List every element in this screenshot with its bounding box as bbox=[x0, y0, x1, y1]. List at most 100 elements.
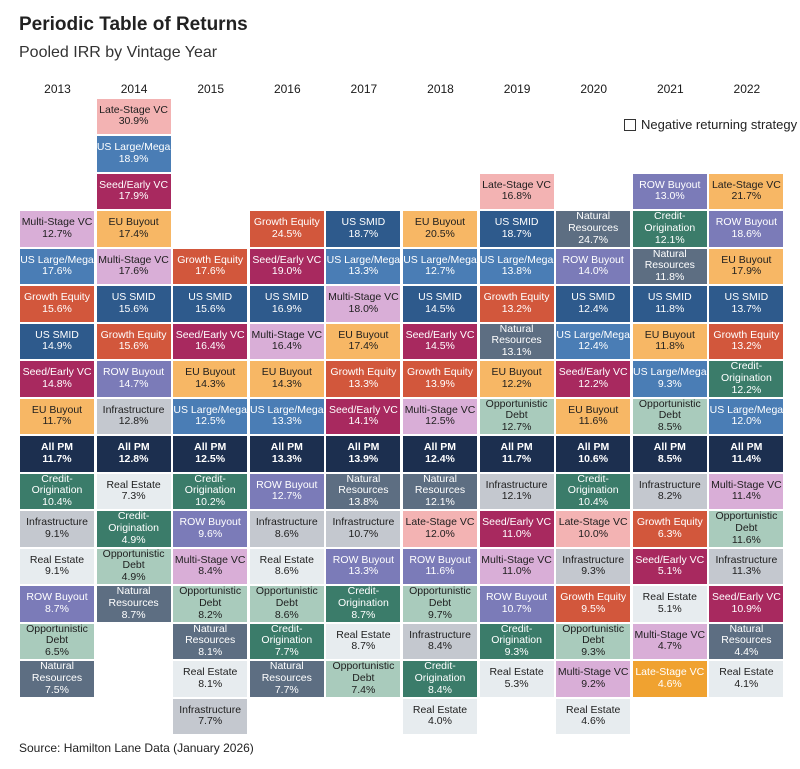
cell-strategy-label: Growth Equity bbox=[483, 291, 550, 303]
cell-value: 18.0% bbox=[348, 302, 379, 315]
cell-value: 14.7% bbox=[118, 377, 149, 390]
cell-strategy-label: Seed/Early VC bbox=[175, 328, 245, 341]
cell-strategy-label: Opportunistic bbox=[562, 623, 625, 635]
cell-strategy-label: Credit- bbox=[194, 473, 226, 485]
cell-strategy-label: Credit- bbox=[730, 361, 763, 373]
cell-2013-credit-origination: Credit- Origination 10.4% bbox=[20, 473, 94, 509]
cell-value: 13.2% bbox=[731, 340, 762, 353]
cell-value: 14.1% bbox=[348, 415, 379, 428]
cell-value: 12.7% bbox=[501, 421, 532, 434]
cell-2013-eu-buyout: EU Buyout 11.7% bbox=[20, 398, 94, 434]
cell-2021-us-smid: US SMID 11.8% bbox=[632, 286, 707, 322]
cell-value: 12.2% bbox=[578, 377, 609, 390]
cell-strategy-label: Origination bbox=[261, 634, 313, 647]
cell-strategy-label: Credit- bbox=[347, 586, 380, 598]
cell-2021-all-pm: All PM 8.5% bbox=[632, 436, 707, 472]
cell-2015-credit-origination: Credit- Origination 10.2% bbox=[173, 473, 248, 509]
cell-strategy-label: Credit- bbox=[500, 623, 533, 635]
cell-strategy-label: Real Estate bbox=[259, 553, 314, 566]
cell-strategy-label: ROW Buyout bbox=[562, 253, 624, 266]
cell-2021-opportunistic-debt: Opportunistic Debt 8.5% bbox=[632, 398, 707, 434]
cell-strategy-label: Resources bbox=[261, 671, 312, 684]
cell-value: 4.9% bbox=[121, 571, 146, 584]
cell-strategy-label: ROW Buyout bbox=[485, 591, 548, 603]
cell-strategy-label: Credit- bbox=[41, 473, 73, 485]
cell-strategy-label: Natural bbox=[40, 661, 74, 673]
cell-value: 9.6% bbox=[198, 527, 223, 540]
cell-value: 11.7% bbox=[501, 452, 532, 465]
cell-strategy-label: Opportunistic bbox=[332, 661, 395, 673]
cell-2022-growth-equity: Growth Equity 13.2% bbox=[709, 323, 784, 359]
cell-value: 18.9% bbox=[118, 152, 149, 165]
cell-2020-natural-resources: Natural Resources 24.7% bbox=[556, 211, 631, 247]
cell-strategy-label: Late-Stage VC bbox=[558, 516, 628, 528]
cell-value: 21.7% bbox=[731, 190, 762, 203]
cell-strategy-label: Seed/Early VC bbox=[482, 516, 552, 528]
cell-2017-growth-equity: Growth Equity 13.3% bbox=[326, 361, 401, 397]
cell-2021-late-stage-vc: Late-Stage VC 4.6% bbox=[632, 661, 707, 697]
cell-value: 9.7% bbox=[428, 608, 452, 621]
cell-value: 14.5% bbox=[425, 302, 455, 315]
cell-value: 24.7% bbox=[578, 233, 609, 246]
cell-value: 9.1% bbox=[45, 565, 69, 578]
cell-2013-real-estate: Real Estate 9.1% bbox=[20, 548, 94, 584]
cell-2022-eu-buyout: EU Buyout 17.9% bbox=[709, 248, 784, 284]
cell-2016-seed-early-vc: Seed/Early VC 19.0% bbox=[249, 248, 324, 284]
legend: Negative returning strategy bbox=[624, 117, 797, 132]
cell-strategy-label: Debt bbox=[352, 671, 375, 684]
cell-value: 12.1% bbox=[654, 233, 685, 246]
cell-2017-opportunistic-debt: Opportunistic Debt 7.4% bbox=[326, 661, 401, 697]
cell-value: 8.6% bbox=[274, 565, 299, 578]
cell-2013-row-buyout: ROW Buyout 8.7% bbox=[20, 586, 94, 622]
cell-strategy-label: Real Estate bbox=[719, 666, 774, 678]
cell-value: 11.4% bbox=[731, 452, 761, 465]
cell-strategy-label: Seed/Early VC bbox=[558, 366, 628, 378]
cell-2019-growth-equity: Growth Equity 13.2% bbox=[479, 286, 554, 322]
cell-strategy-label: Resources bbox=[568, 221, 619, 234]
cell-2017-row-buyout: ROW Buyout 13.3% bbox=[326, 548, 401, 584]
cell-2013-all-pm: All PM 11.7% bbox=[20, 436, 94, 472]
cell-value: 8.5% bbox=[657, 421, 682, 434]
cell-value: 9.3% bbox=[581, 646, 606, 659]
cell-2017-us-smid: US SMID 18.7% bbox=[326, 211, 401, 247]
cell-value: 9.2% bbox=[581, 677, 606, 690]
cell-value: 12.0% bbox=[731, 415, 762, 428]
cell-strategy-label: Seed/Early VC bbox=[328, 403, 398, 416]
cell-value: 15.6% bbox=[195, 302, 226, 315]
cell-2019-multi-stage-vc: Multi-Stage VC 11.0% bbox=[479, 548, 554, 584]
cell-value: 13.3% bbox=[271, 452, 302, 465]
cell-strategy-label: Real Estate bbox=[29, 553, 85, 566]
cell-2019-late-stage-vc: Late-Stage VC 16.8% bbox=[479, 173, 554, 209]
cell-strategy-label: Resources bbox=[644, 259, 695, 272]
cell-value: 10.6% bbox=[578, 452, 609, 465]
cell-value: 11.7% bbox=[42, 415, 72, 428]
cell-2014-eu-buyout: EU Buyout 17.4% bbox=[96, 211, 171, 247]
legend-swatch bbox=[624, 118, 636, 131]
cell-value: 13.2% bbox=[501, 302, 532, 315]
cell-value: 12.7% bbox=[425, 265, 455, 278]
cell-value: 12.8% bbox=[118, 415, 149, 428]
cell-value: 8.4% bbox=[428, 640, 452, 653]
cell-strategy-label: Origination bbox=[184, 484, 236, 497]
cell-value: 7.3% bbox=[121, 490, 146, 503]
cell-2015-multi-stage-vc: Multi-Stage VC 8.4% bbox=[173, 548, 248, 584]
cell-strategy-label: Natural bbox=[729, 623, 764, 635]
cell-2018-multi-stage-vc: Multi-Stage VC 12.5% bbox=[403, 398, 477, 434]
cell-value: 12.2% bbox=[731, 383, 762, 396]
cell-2017-all-pm: All PM 13.9% bbox=[326, 436, 401, 472]
year-label-2021: 2021 bbox=[656, 82, 684, 96]
cell-strategy-label: ROW Buyout bbox=[256, 478, 318, 491]
cell-strategy-label: Resources bbox=[338, 484, 389, 497]
cell-strategy-label: US Large/Mega bbox=[173, 403, 247, 416]
cell-value: 11.8% bbox=[655, 302, 685, 315]
year-label-2018: 2018 bbox=[427, 82, 454, 96]
cell-strategy-label: US Large/Mega bbox=[250, 403, 324, 416]
cell-strategy-label: Multi-Stage VC bbox=[328, 291, 399, 303]
cell-value: 8.2% bbox=[657, 490, 682, 503]
cell-2016-multi-stage-vc: Multi-Stage VC 16.4% bbox=[249, 323, 324, 359]
cell-value: 11.6% bbox=[731, 533, 761, 546]
cell-strategy-label: Multi-Stage VC bbox=[481, 553, 552, 566]
cell-strategy-label: Multi-Stage VC bbox=[557, 666, 629, 678]
cell-value: 5.1% bbox=[657, 565, 682, 578]
